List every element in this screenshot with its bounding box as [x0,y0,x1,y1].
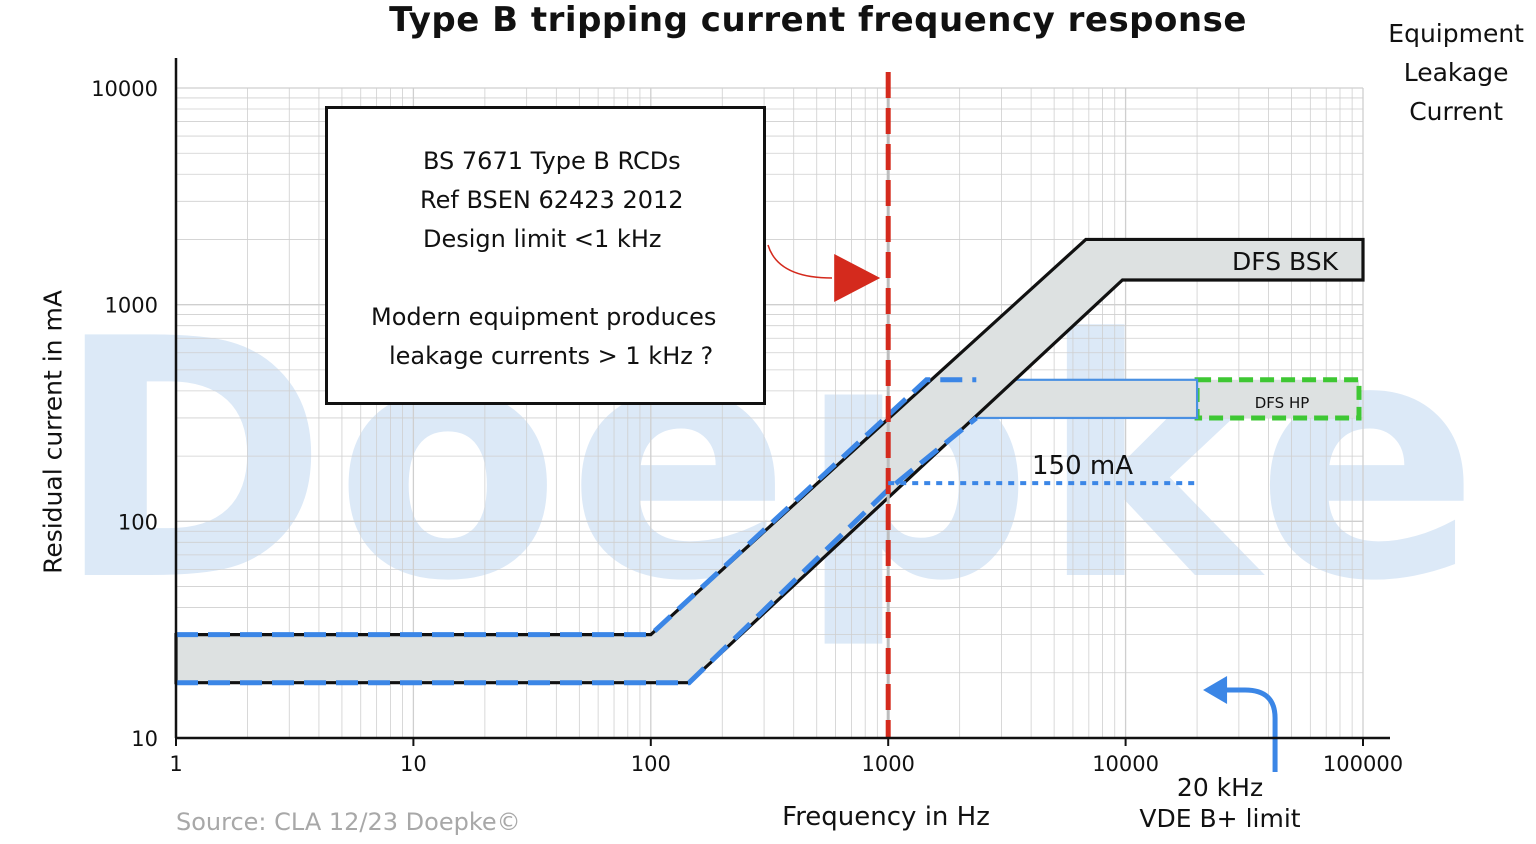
callout-arrowhead [834,254,881,302]
envelope-lower-dashed [176,416,978,686]
vde-limit-label: 20 kHz VDE B+ limit [1139,772,1300,834]
note-line: Design limit <1 kHz [423,225,662,253]
label-150ma: 150 mA [1032,451,1133,481]
y-tick-label: 100 [118,510,158,534]
y-tick-label: 10000 [91,77,158,101]
side-label-line: Equipment [1388,19,1524,48]
x-tick-label: 10000 [1092,752,1159,776]
note-box: BS 7671 Type B RCDs Ref BSEN 62423 2012 … [325,106,766,405]
note-line: leakage currents > 1 kHz ? [389,342,714,370]
note-line: Modern equipment produces [371,303,717,331]
x-tick-label: 100000 [1323,752,1403,776]
side-label-line: Leakage [1403,58,1509,87]
side-label: Equipment Leakage Current [1388,14,1524,131]
x-axis-label: Frequency in Hz [782,802,990,832]
envelope-upper-dashed [176,377,977,638]
x-tick-label: 100 [631,752,671,776]
x-tick-label: 10 [400,752,427,776]
label-dfs-bsk: DFS BSK [1232,247,1339,276]
callout-connector [767,244,833,279]
reference-lines [767,72,1278,772]
note-line: BS 7671 Type B RCDs [423,147,681,175]
dfs-hp-extension [1194,377,1362,421]
note-line: Ref BSEN 62423 2012 [420,186,684,214]
axes: 1 10 100 1000 10000 100000 10 100 1000 10000 [91,58,1403,776]
x-tick-label: 1 [169,752,182,776]
limit-label-line: 20 kHz [1176,773,1264,802]
y-axis-label: Residual current in mA [38,290,68,574]
y-tick-label: 1000 [105,294,158,318]
bands [174,237,1365,686]
chart-title: Type B tripping current frequency respon… [389,0,1247,40]
vde-limit-arrowhead [1203,676,1228,704]
limit-label-line: VDE B+ limit [1139,804,1301,833]
label-dfs-hp: DFS HP [1255,394,1310,412]
source-note: Source: CLA 12/23 Doepke© [176,808,521,836]
side-label-line: Current [1409,97,1504,126]
annotations: 150 mA DFS BSK DFS HP [1032,247,1339,481]
x-tick-label: 1000 [861,752,914,776]
y-tick-label: 10 [131,727,158,751]
vde-limit-arrow [1223,687,1278,772]
